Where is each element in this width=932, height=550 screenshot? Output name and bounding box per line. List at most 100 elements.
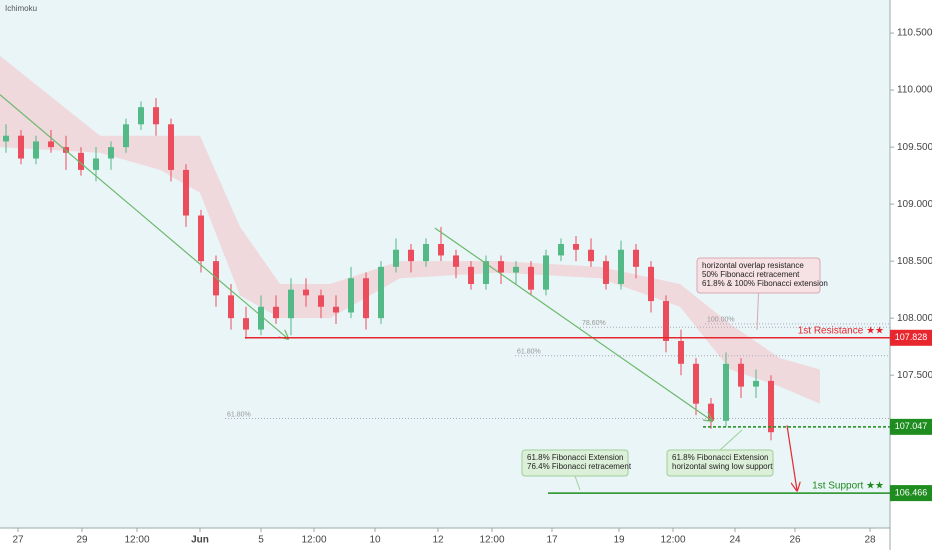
candle-body [168, 124, 174, 170]
x-tick-label: 27 [12, 535, 24, 546]
candle-body [378, 266, 384, 319]
x-tick-label: 24 [729, 535, 741, 546]
price-tag-label: 106.466 [895, 487, 928, 497]
candle-body [498, 261, 504, 273]
candle-body [138, 107, 144, 125]
candle-body [393, 249, 399, 267]
candle-body [678, 340, 684, 364]
candle-body [588, 249, 594, 262]
x-tick-label: 12:00 [124, 535, 149, 546]
candle-body [93, 158, 99, 170]
time-axis-panel [0, 528, 890, 550]
candle-body [423, 244, 429, 262]
y-tick-label: 110.000 [897, 85, 932, 96]
key-level-label: 1st Support ★★ [812, 481, 884, 492]
y-tick-label: 109.000 [897, 199, 932, 210]
x-tick-label: 10 [369, 535, 381, 546]
x-tick-label: 17 [546, 535, 558, 546]
x-tick-label: 12:00 [660, 535, 685, 546]
key-level-label: 1st Resistance ★★ [798, 325, 884, 336]
candle-body [18, 135, 24, 159]
candle-body [573, 244, 579, 250]
price-tag [890, 329, 932, 346]
candle-body [438, 244, 444, 256]
price-tag-label: 107.047 [895, 421, 928, 431]
candle-body [453, 255, 459, 267]
candle-body [738, 363, 744, 387]
candle-body [723, 363, 729, 421]
annotation-text: 50% Fibonacci retracement [702, 270, 800, 279]
candle-body [693, 363, 699, 404]
x-tick-label: Jun [191, 535, 209, 546]
annotation-pointer [719, 429, 743, 451]
candle-body [753, 380, 759, 387]
annotation-text: 61.8% & 100% Fibonacci extension [702, 279, 828, 288]
x-tick-label: 26 [789, 535, 801, 546]
candle-body [408, 249, 414, 262]
candle-body [528, 266, 534, 290]
candle-body [558, 244, 564, 256]
candle-body [108, 147, 114, 159]
candle-body [183, 169, 189, 216]
candle-body [3, 135, 9, 142]
plot-layer: 78.60% 100.00% 61.80% 61.80% 1st Resistance … [0, 55, 890, 494]
annotation-pointer [574, 475, 581, 491]
candle-body [513, 266, 519, 273]
x-tick-label: 12:00 [479, 535, 504, 546]
fib-level-label: 100.00% [707, 317, 735, 324]
annotation-pointer [756, 292, 759, 331]
annotation-text: horizontal swing low support [672, 462, 773, 471]
annotation-box [666, 449, 774, 477]
y-tick-label: 109.500 [897, 142, 932, 153]
price-tag [890, 485, 932, 502]
fib-level-label: 61.80% [227, 411, 251, 418]
candle-body [78, 152, 84, 170]
y-tick-label: 108.500 [897, 256, 932, 267]
candle-body [468, 266, 474, 284]
candle-body [318, 295, 324, 307]
x-tick-label: 12 [432, 535, 444, 546]
candle-body [648, 266, 654, 302]
candle-body [483, 261, 489, 284]
candle-body [258, 306, 264, 330]
annotation-text: 61.8% Fibonacci Extension [672, 453, 769, 462]
fib-level-label: 78.60% [582, 320, 606, 327]
candle-body [198, 215, 204, 262]
candle-body [303, 289, 309, 296]
x-tick-label: 12:00 [301, 535, 326, 546]
candle-body [618, 249, 624, 284]
annotation-box [521, 449, 629, 477]
annotation-text: horizontal overlap resistance [702, 261, 804, 270]
candle-body [543, 255, 549, 290]
y-tick-label: 110.500 [897, 28, 932, 39]
candle-body [363, 278, 369, 319]
price-tag [890, 418, 932, 435]
candle-body [348, 278, 354, 313]
candle-body [633, 249, 639, 267]
candle-body [603, 261, 609, 284]
indicator-title: Ichimoku [5, 4, 37, 13]
candle-body [333, 306, 339, 313]
price-tag-label: 107.828 [895, 332, 928, 342]
candle-body [33, 141, 39, 159]
candle-body [768, 380, 774, 433]
candle-body [153, 107, 159, 125]
trend-line [434, 227, 712, 421]
x-tick-label: 5 [258, 535, 264, 546]
x-tick-label: 19 [613, 535, 625, 546]
y-tick-label: 108.000 [897, 313, 932, 324]
y-tick-label: 107.500 [897, 370, 932, 381]
candle-body [663, 301, 669, 341]
annotation-text: 76.4% Fibonacci retracement [527, 462, 632, 471]
x-tick-label: 29 [76, 535, 88, 546]
candle-body [288, 289, 294, 319]
candle-body [243, 318, 249, 330]
annotation-box [696, 257, 821, 294]
fib-level-label: 61.80% [517, 349, 541, 356]
price-axis-panel [890, 0, 932, 550]
candle-body [48, 141, 54, 148]
candle-body [228, 295, 234, 319]
trend-line [786, 425, 797, 490]
x-tick-label: 28 [864, 535, 876, 546]
